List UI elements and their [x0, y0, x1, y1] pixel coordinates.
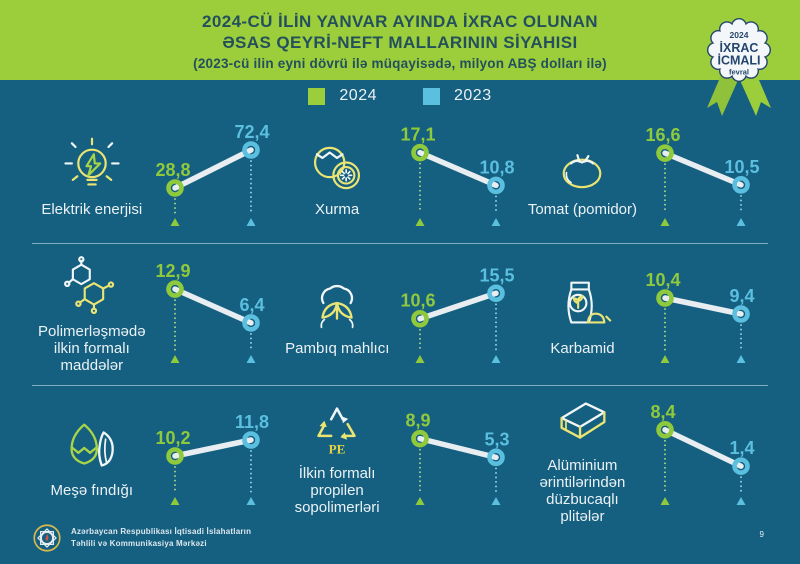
header-banner: 2024-CÜ İLİN YANVAR AYINDA İXRAC OLUNAN … — [0, 0, 800, 80]
svg-text:72,4: 72,4 — [234, 122, 269, 142]
badge-title-line2: İCMALI — [717, 53, 760, 68]
badge-month: fevral — [729, 68, 749, 77]
product-label: Polimerləşmədə ilkin formalı maddələr — [38, 323, 146, 374]
fertilizer-bag-icon — [566, 281, 611, 324]
footer: Azərbaycan Respublikası İqtisadi İslahat… — [32, 512, 768, 564]
svg-text:17,1: 17,1 — [400, 124, 435, 144]
svg-text:11,8: 11,8 — [235, 412, 269, 432]
organization-name: Azərbaycan Respublikası İqtisadi İslahat… — [71, 526, 251, 550]
svg-text:16,6: 16,6 — [646, 125, 681, 145]
svg-text:10,5: 10,5 — [725, 156, 760, 176]
card-pambiq: Pambıq mahlıcı 10,6 15,5 — [278, 244, 523, 385]
svg-text:10,8: 10,8 — [479, 157, 514, 177]
product-label: Karbamid — [550, 340, 615, 358]
slope-chart-propilen: 8,9 5,3 — [393, 398, 523, 516]
cotton-boll-icon — [320, 284, 354, 329]
products-grid: Elektrik enerjisi 28,8 72,4 — [32, 112, 768, 525]
svg-text:8,9: 8,9 — [405, 411, 430, 431]
legend: 2024 2023 — [0, 80, 800, 112]
tomato-icon — [563, 154, 602, 189]
badge-title-line1: İXRAC — [720, 40, 759, 55]
export-review-badge: 2024 İXRAC İCMALI fevral — [694, 6, 784, 124]
page-title-line2: ƏSAS QEYRİ-NEFT MALLARININ SİYAHISI — [222, 33, 578, 52]
svg-text:6,4: 6,4 — [239, 294, 264, 314]
legend-swatch-2024 — [308, 87, 326, 105]
organization-name-line1: Azərbaycan Respublikası İqtisadi İslahat… — [71, 527, 252, 536]
slope-chart-tomat: 16,6 10,5 — [638, 119, 768, 237]
card-elektrik-enerjisi: Elektrik enerjisi 28,8 72,4 — [32, 112, 277, 243]
legend-item-2024: 2024 — [308, 87, 377, 105]
svg-text:9,4: 9,4 — [730, 286, 755, 306]
page-title-line1: 2024-CÜ İLİN YANVAR AYINDA İXRAC OLUNAN — [202, 12, 598, 31]
product-label: Elektrik enerjisi — [41, 201, 143, 219]
svg-text:10,6: 10,6 — [401, 290, 436, 310]
card-aluminium: Alüminium ərintilərindən düzbucaqlı plit… — [523, 386, 768, 528]
svg-text:5,3: 5,3 — [484, 429, 509, 449]
state-emblem-icon — [33, 524, 61, 552]
organization-name-line2: Təhlili və Kommunikasiya Mərkəzi — [71, 539, 207, 548]
card-polimer: Polimerləşmədə ilkin formalı maddələr 12… — [32, 244, 278, 385]
card-tomat: Tomat (pomidor) 16,6 10,5 — [523, 112, 768, 243]
polymer-molecule-icon — [63, 256, 114, 315]
slope-chart-elektrik: 28,8 72,4 — [148, 119, 278, 237]
legend-item-2023: 2023 — [423, 87, 492, 105]
aluminium-plate-icon — [560, 402, 606, 439]
card-findiq: Meşə fındığı 10,2 11,8 — [32, 386, 277, 528]
card-karbamid: Karbamid 10,4 9,4 — [523, 244, 768, 385]
product-label: İlkin formalı propilen sopolimerləri — [294, 465, 380, 517]
product-label: Tomat (pomidor) — [527, 201, 638, 219]
persimmon-icon — [314, 146, 361, 190]
badge-seal-icon: 2024 İXRAC İCMALI fevral — [707, 18, 771, 116]
svg-text:15,5: 15,5 — [480, 265, 515, 285]
slope-chart-pambiq: 10,6 15,5 — [393, 256, 523, 374]
slope-chart-findiq: 10,2 11,8 — [148, 398, 278, 516]
recycle-pe-label: PE — [329, 442, 346, 457]
product-label: Pambıq mahlıcı — [285, 340, 390, 358]
light-bulb-icon — [64, 137, 120, 186]
legend-label-2023: 2023 — [454, 87, 492, 104]
svg-text:10,2: 10,2 — [155, 428, 190, 448]
product-label: Meşə fındığı — [50, 482, 134, 500]
slope-chart-aluminium: 8,4 1,4 — [638, 398, 768, 516]
slope-chart-karbamid: 10,4 9,4 — [638, 256, 768, 374]
svg-text:28,8: 28,8 — [155, 160, 190, 180]
slope-chart-xurma: 17,1 10,8 — [393, 119, 523, 237]
badge-year: 2024 — [730, 30, 749, 40]
slope-chart-polimer: 12,9 6,4 — [148, 256, 278, 374]
svg-text:1,4: 1,4 — [730, 438, 755, 458]
recycle-pe-icon: PE — [317, 407, 356, 457]
page-subtitle: (2023-cü ilin eyni dövrü ilə müqayisədə,… — [193, 56, 607, 71]
product-label: Alüminium ərintilərindən düzbucaqlı plit… — [539, 457, 626, 525]
page-number: 9 — [759, 530, 764, 539]
card-xurma: Xurma 17,1 10,8 — [277, 112, 522, 243]
legend-label-2024: 2024 — [339, 87, 377, 104]
svg-text:10,4: 10,4 — [646, 270, 681, 290]
legend-swatch-2023 — [423, 87, 440, 105]
svg-text:12,9: 12,9 — [155, 261, 190, 281]
svg-text:8,4: 8,4 — [651, 402, 676, 422]
product-label: Xurma — [315, 201, 360, 219]
card-propilen: PE İlkin formalı propilen sopolimerləri … — [277, 386, 522, 528]
hazelnut-icon — [70, 423, 114, 468]
